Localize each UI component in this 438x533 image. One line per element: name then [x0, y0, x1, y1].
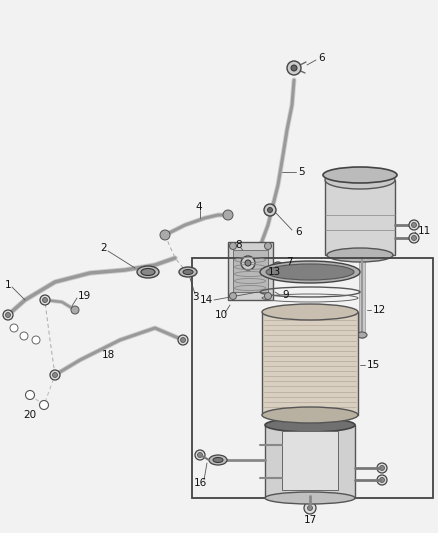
Text: 16: 16 — [193, 478, 207, 488]
Circle shape — [245, 260, 251, 266]
Circle shape — [291, 65, 297, 71]
Ellipse shape — [266, 264, 354, 280]
Text: 13: 13 — [268, 267, 281, 277]
Text: 11: 11 — [418, 226, 431, 236]
Circle shape — [195, 450, 205, 460]
Circle shape — [53, 373, 57, 377]
Ellipse shape — [137, 266, 159, 278]
Circle shape — [307, 505, 312, 511]
Ellipse shape — [262, 304, 358, 320]
Bar — [262, 312, 358, 415]
Ellipse shape — [260, 261, 360, 283]
Text: 15: 15 — [367, 360, 380, 370]
Ellipse shape — [327, 248, 393, 262]
Circle shape — [272, 262, 284, 274]
Ellipse shape — [213, 457, 223, 463]
Circle shape — [411, 236, 417, 240]
Circle shape — [287, 61, 301, 75]
Ellipse shape — [265, 492, 355, 504]
Text: 7: 7 — [286, 257, 293, 267]
Bar — [325, 180, 395, 255]
Circle shape — [264, 204, 276, 216]
Circle shape — [241, 256, 255, 270]
Ellipse shape — [265, 418, 355, 432]
Text: 12: 12 — [373, 305, 386, 315]
Circle shape — [379, 478, 385, 482]
Circle shape — [265, 293, 272, 300]
Text: 8: 8 — [235, 240, 242, 250]
Text: 3: 3 — [192, 292, 198, 302]
Text: 17: 17 — [304, 515, 317, 525]
Circle shape — [32, 336, 40, 344]
Ellipse shape — [357, 332, 367, 338]
Bar — [192, 258, 433, 498]
Ellipse shape — [183, 270, 193, 274]
Text: 2: 2 — [100, 243, 106, 253]
Text: 6: 6 — [295, 227, 302, 237]
Circle shape — [411, 222, 417, 228]
Circle shape — [10, 324, 18, 332]
Circle shape — [50, 370, 60, 380]
Circle shape — [25, 391, 35, 400]
Ellipse shape — [141, 269, 155, 276]
Circle shape — [230, 243, 237, 249]
Circle shape — [71, 306, 79, 314]
Text: 19: 19 — [78, 291, 91, 301]
Text: 4: 4 — [195, 202, 201, 212]
Circle shape — [409, 233, 419, 243]
Circle shape — [409, 220, 419, 230]
Text: 18: 18 — [101, 350, 115, 360]
Circle shape — [160, 230, 170, 240]
Ellipse shape — [323, 167, 397, 183]
Ellipse shape — [325, 171, 395, 189]
Circle shape — [198, 453, 202, 457]
Bar — [233, 250, 268, 292]
Circle shape — [377, 463, 387, 473]
Circle shape — [230, 293, 237, 300]
Circle shape — [268, 207, 272, 213]
Text: 6: 6 — [318, 53, 325, 63]
Ellipse shape — [179, 267, 197, 277]
Text: 10: 10 — [215, 310, 228, 320]
Circle shape — [3, 310, 13, 320]
Text: 5: 5 — [298, 167, 304, 177]
Ellipse shape — [262, 407, 358, 423]
Text: 1: 1 — [5, 280, 12, 290]
Circle shape — [39, 400, 49, 409]
Circle shape — [377, 475, 387, 485]
Circle shape — [178, 335, 188, 345]
Bar — [228, 242, 273, 300]
Circle shape — [304, 502, 316, 514]
Circle shape — [20, 332, 28, 340]
Bar — [282, 431, 338, 490]
Circle shape — [180, 337, 186, 343]
Text: 20: 20 — [24, 410, 36, 420]
Circle shape — [379, 465, 385, 471]
Ellipse shape — [209, 455, 227, 465]
Circle shape — [223, 210, 233, 220]
Circle shape — [42, 297, 47, 303]
Circle shape — [6, 312, 11, 318]
Text: 14: 14 — [200, 295, 213, 305]
Circle shape — [265, 243, 272, 249]
Bar — [265, 425, 355, 498]
Circle shape — [40, 295, 50, 305]
Text: 9: 9 — [282, 290, 289, 300]
